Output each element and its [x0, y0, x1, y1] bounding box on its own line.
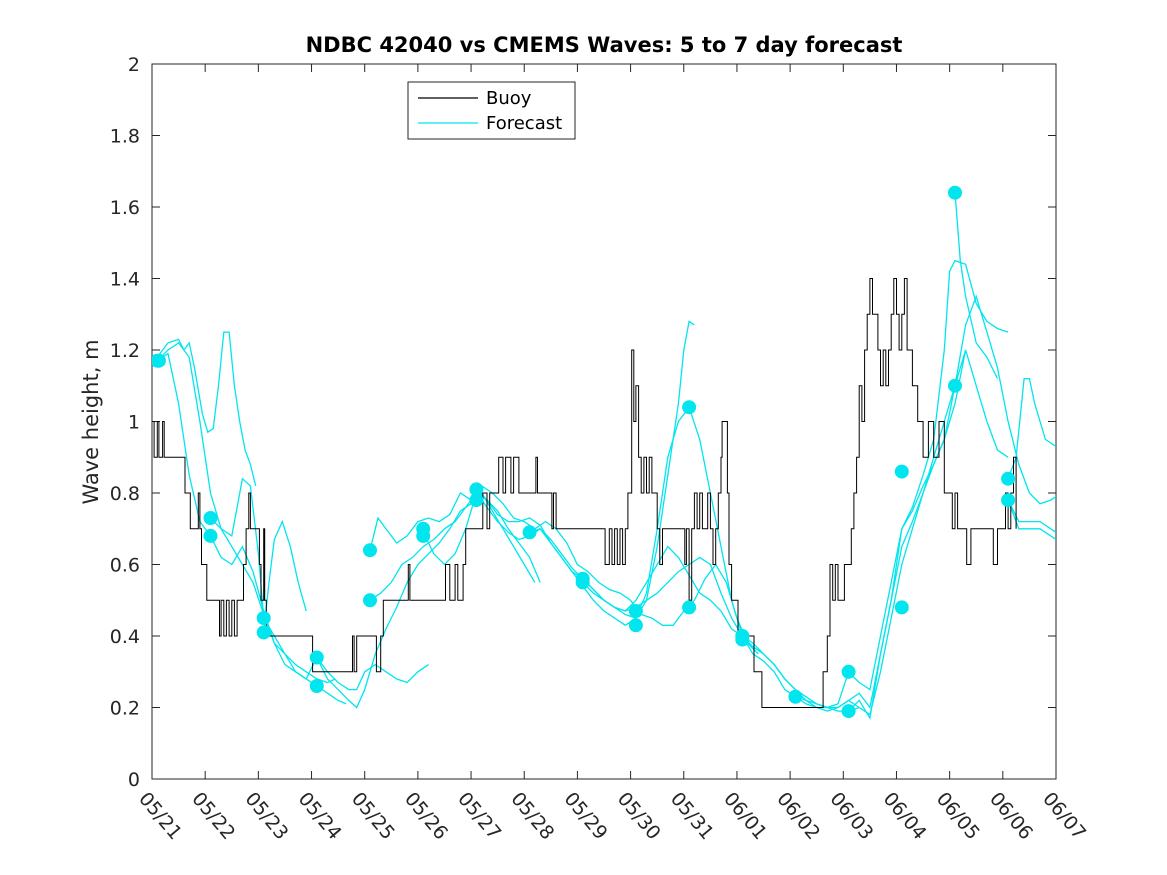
- forecast-marker: [522, 525, 537, 540]
- y-tick-label: 0.8: [110, 483, 140, 505]
- forecast-marker: [894, 464, 909, 479]
- forecast-marker: [948, 378, 962, 393]
- forecast-line: [795, 259, 1009, 709]
- y-tick-label: 1.4: [110, 269, 140, 291]
- forecast-marker: [1001, 471, 1016, 486]
- y-tick-label: 1.2: [110, 340, 140, 362]
- forecast-marker: [203, 511, 218, 525]
- forecast-marker: [363, 593, 377, 608]
- forecast-line: [263, 519, 307, 633]
- forecast-marker: [416, 528, 431, 543]
- legend-label: Forecast: [486, 113, 562, 134]
- forecast-marker: [841, 704, 856, 719]
- forecast-marker: [203, 528, 218, 543]
- y-tick-label: 0.6: [110, 555, 140, 577]
- forecast-line: [1007, 499, 1056, 533]
- y-tick-label: 0: [128, 769, 140, 791]
- forecast-line: [156, 331, 257, 487]
- forecast-marker: [841, 664, 856, 679]
- forecast-line: [156, 342, 336, 684]
- forecast-marker: [788, 689, 803, 704]
- forecast-marker: [682, 400, 697, 415]
- forecast-marker: [1001, 493, 1016, 508]
- chart-title: NDBC 42040 vs CMEMS Waves: 5 to 7 day fo…: [306, 33, 903, 57]
- forecast-line: [1007, 499, 1056, 541]
- y-tick-label: 0.4: [110, 626, 140, 648]
- legend-box: [407, 81, 576, 140]
- forecast-marker: [628, 618, 643, 633]
- forecast-line: [369, 492, 541, 601]
- legend-label: Buoy: [486, 88, 532, 109]
- forecast-marker: [469, 493, 484, 508]
- y-axis-label: Wave height, m: [79, 339, 103, 504]
- y-tick-label: 1.8: [110, 126, 140, 148]
- forecast-marker: [309, 650, 324, 665]
- y-tick-label: 2: [128, 54, 140, 76]
- forecast-line: [954, 192, 999, 379]
- buoy-line: [152, 278, 1017, 708]
- y-tick-label: 0.2: [110, 698, 140, 720]
- forecast-marker: [894, 600, 909, 615]
- forecast-marker: [309, 679, 324, 693]
- forecast-marker: [256, 625, 271, 640]
- series-group: [152, 185, 1056, 721]
- forecast-marker: [575, 575, 590, 590]
- forecast-marker: [256, 611, 271, 626]
- y-tick-label: 1: [128, 412, 140, 434]
- y-tick-label: 1.6: [110, 197, 140, 219]
- forecast-marker: [363, 543, 377, 558]
- forecast-marker: [628, 604, 643, 618]
- forecast-marker: [682, 600, 697, 615]
- forecast-line: [316, 491, 536, 709]
- forecast-marker: [152, 353, 166, 368]
- forecast-marker: [735, 632, 750, 647]
- forecast-marker: [948, 185, 962, 200]
